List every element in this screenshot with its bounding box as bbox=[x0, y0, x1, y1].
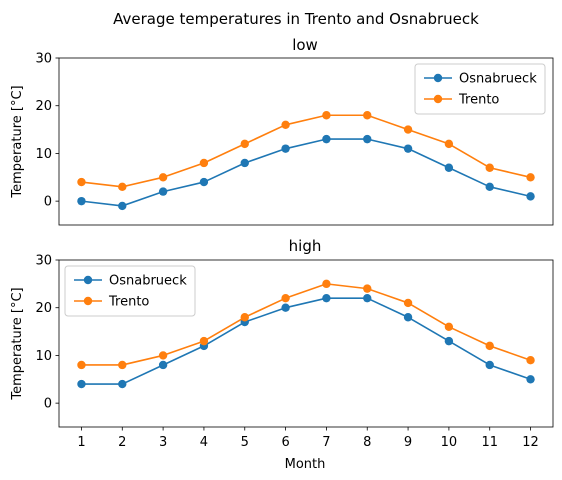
data-point-osnabrueck-high-11 bbox=[485, 360, 494, 370]
data-point-osnabrueck-low-1 bbox=[77, 196, 86, 206]
data-point-trento-high-10 bbox=[444, 322, 454, 331]
axes-frame-high bbox=[58, 259, 554, 428]
data-point-osnabrueck-low-8 bbox=[363, 134, 372, 144]
y-tick-label-high-0: 0 bbox=[44, 397, 52, 412]
legend-low: Osnabrueck Trento bbox=[414, 63, 546, 115]
panel-low: low 0 10 20 30 Temperature [°C] Osnabrueck Tre… bbox=[10, 36, 554, 226]
y-axis-label-high: Temperature [°C] bbox=[10, 287, 25, 400]
x-axis-label: Month bbox=[285, 457, 326, 472]
data-point-trento-low-8 bbox=[363, 111, 372, 120]
data-point-trento-low-9 bbox=[403, 125, 413, 134]
legend-label-trento-high: Trento bbox=[108, 295, 149, 310]
y-tick-label-high-10: 10 bbox=[35, 349, 52, 364]
data-point-trento-low-2 bbox=[118, 182, 127, 192]
data-point-osnabrueck-low-11 bbox=[485, 182, 494, 192]
x-tick-label-6: 6 bbox=[281, 435, 289, 450]
data-point-trento-high-7 bbox=[322, 279, 331, 289]
data-point-trento-low-3 bbox=[158, 173, 168, 182]
data-point-osnabrueck-low-7 bbox=[322, 134, 331, 144]
data-point-osnabrueck-high-6 bbox=[281, 303, 290, 312]
data-point-osnabrueck-low-6 bbox=[281, 144, 290, 153]
data-point-osnabrueck-low-12 bbox=[526, 192, 535, 201]
panel-low-plot: 0 10 20 30 Temperature [°C] Osnabrueck Trento bbox=[10, 52, 554, 226]
data-point-osnabrueck-high-7 bbox=[322, 293, 331, 303]
series-line-osnabrueck-high bbox=[81, 297, 531, 385]
data-point-trento-high-12 bbox=[526, 356, 535, 365]
data-point-trento-low-1 bbox=[77, 177, 86, 187]
legend-high: Osnabrueck Trento bbox=[64, 265, 196, 317]
series-line-osnabrueck-low bbox=[81, 138, 531, 207]
data-point-osnabrueck-low-4 bbox=[199, 177, 209, 187]
series-line-trento-high bbox=[81, 283, 531, 366]
data-point-trento-low-12 bbox=[526, 173, 535, 182]
data-point-trento-high-11 bbox=[485, 341, 494, 351]
data-point-osnabrueck-low-9 bbox=[403, 144, 413, 153]
legend-label-osnabrueck-low: Osnabrueck bbox=[459, 72, 537, 87]
data-point-trento-high-2 bbox=[118, 360, 127, 370]
data-point-osnabrueck-high-12 bbox=[526, 375, 535, 384]
x-tick-label-8: 8 bbox=[363, 435, 371, 450]
data-point-osnabrueck-high-9 bbox=[403, 313, 413, 322]
data-point-trento-low-6 bbox=[281, 120, 290, 129]
y-axis-label-low: Temperature [°C] bbox=[10, 85, 25, 198]
y-tick-label-low-10: 10 bbox=[35, 147, 52, 162]
data-point-trento-high-4 bbox=[199, 336, 209, 346]
data-point-trento-low-10 bbox=[444, 139, 454, 149]
data-point-osnabrueck-low-10 bbox=[444, 163, 454, 172]
legend-marker-trento-low bbox=[433, 94, 443, 104]
data-point-osnabrueck-low-3 bbox=[158, 187, 168, 196]
x-tick-label-3: 3 bbox=[159, 435, 167, 450]
data-point-trento-low-5 bbox=[240, 139, 249, 149]
legend-marker-osnabrueck-low bbox=[433, 73, 443, 83]
data-point-trento-low-4 bbox=[199, 158, 209, 168]
data-point-trento-low-7 bbox=[322, 111, 331, 120]
data-point-trento-high-9 bbox=[403, 298, 413, 308]
legend-label-osnabrueck-high: Osnabrueck bbox=[109, 274, 187, 289]
y-tick-label-low-0: 0 bbox=[44, 195, 52, 210]
legend-marker-osnabrueck-high bbox=[83, 275, 93, 285]
data-point-osnabrueck-high-3 bbox=[158, 360, 168, 370]
data-point-trento-high-3 bbox=[158, 351, 168, 360]
x-tick-label-10: 10 bbox=[441, 435, 458, 450]
data-point-osnabrueck-low-5 bbox=[240, 158, 249, 168]
x-tick-label-9: 9 bbox=[404, 435, 412, 450]
data-point-osnabrueck-low-2 bbox=[118, 201, 127, 211]
legend-marker-trento-high bbox=[83, 296, 93, 306]
x-tick-label-5: 5 bbox=[241, 435, 249, 450]
axes-frame-low bbox=[58, 57, 554, 226]
x-tick-label-11: 11 bbox=[481, 435, 498, 450]
y-tick-label-low-20: 20 bbox=[35, 99, 52, 114]
data-point-osnabrueck-high-10 bbox=[444, 336, 454, 346]
data-point-osnabrueck-high-1 bbox=[77, 379, 86, 389]
data-point-trento-high-1 bbox=[77, 360, 86, 370]
legend-frame-low bbox=[414, 63, 546, 115]
x-tick-label-2: 2 bbox=[118, 435, 126, 450]
series-line-trento-low bbox=[81, 114, 531, 188]
data-point-trento-high-5 bbox=[240, 313, 249, 322]
data-point-trento-low-11 bbox=[485, 163, 494, 172]
x-tick-label-7: 7 bbox=[322, 435, 330, 450]
data-point-trento-high-8 bbox=[363, 284, 372, 293]
chart-suptitle: Average temperatures in Trento and Osnab… bbox=[113, 10, 479, 28]
data-point-osnabrueck-high-8 bbox=[363, 293, 372, 303]
legend-frame-high bbox=[64, 265, 196, 317]
x-tick-label-4: 4 bbox=[200, 435, 208, 450]
legend-label-trento-low: Trento bbox=[458, 93, 499, 108]
y-tick-label-low-30: 30 bbox=[35, 52, 52, 67]
y-tick-label-high-20: 20 bbox=[35, 301, 52, 316]
x-tick-label-1: 1 bbox=[77, 435, 85, 450]
x-tick-label-12: 12 bbox=[522, 435, 539, 450]
data-point-osnabrueck-high-2 bbox=[118, 379, 127, 389]
data-point-trento-high-6 bbox=[281, 293, 290, 303]
y-tick-label-high-30: 30 bbox=[35, 254, 52, 269]
panel-title-high: high bbox=[289, 237, 322, 255]
panel-title-low: low bbox=[292, 36, 318, 54]
